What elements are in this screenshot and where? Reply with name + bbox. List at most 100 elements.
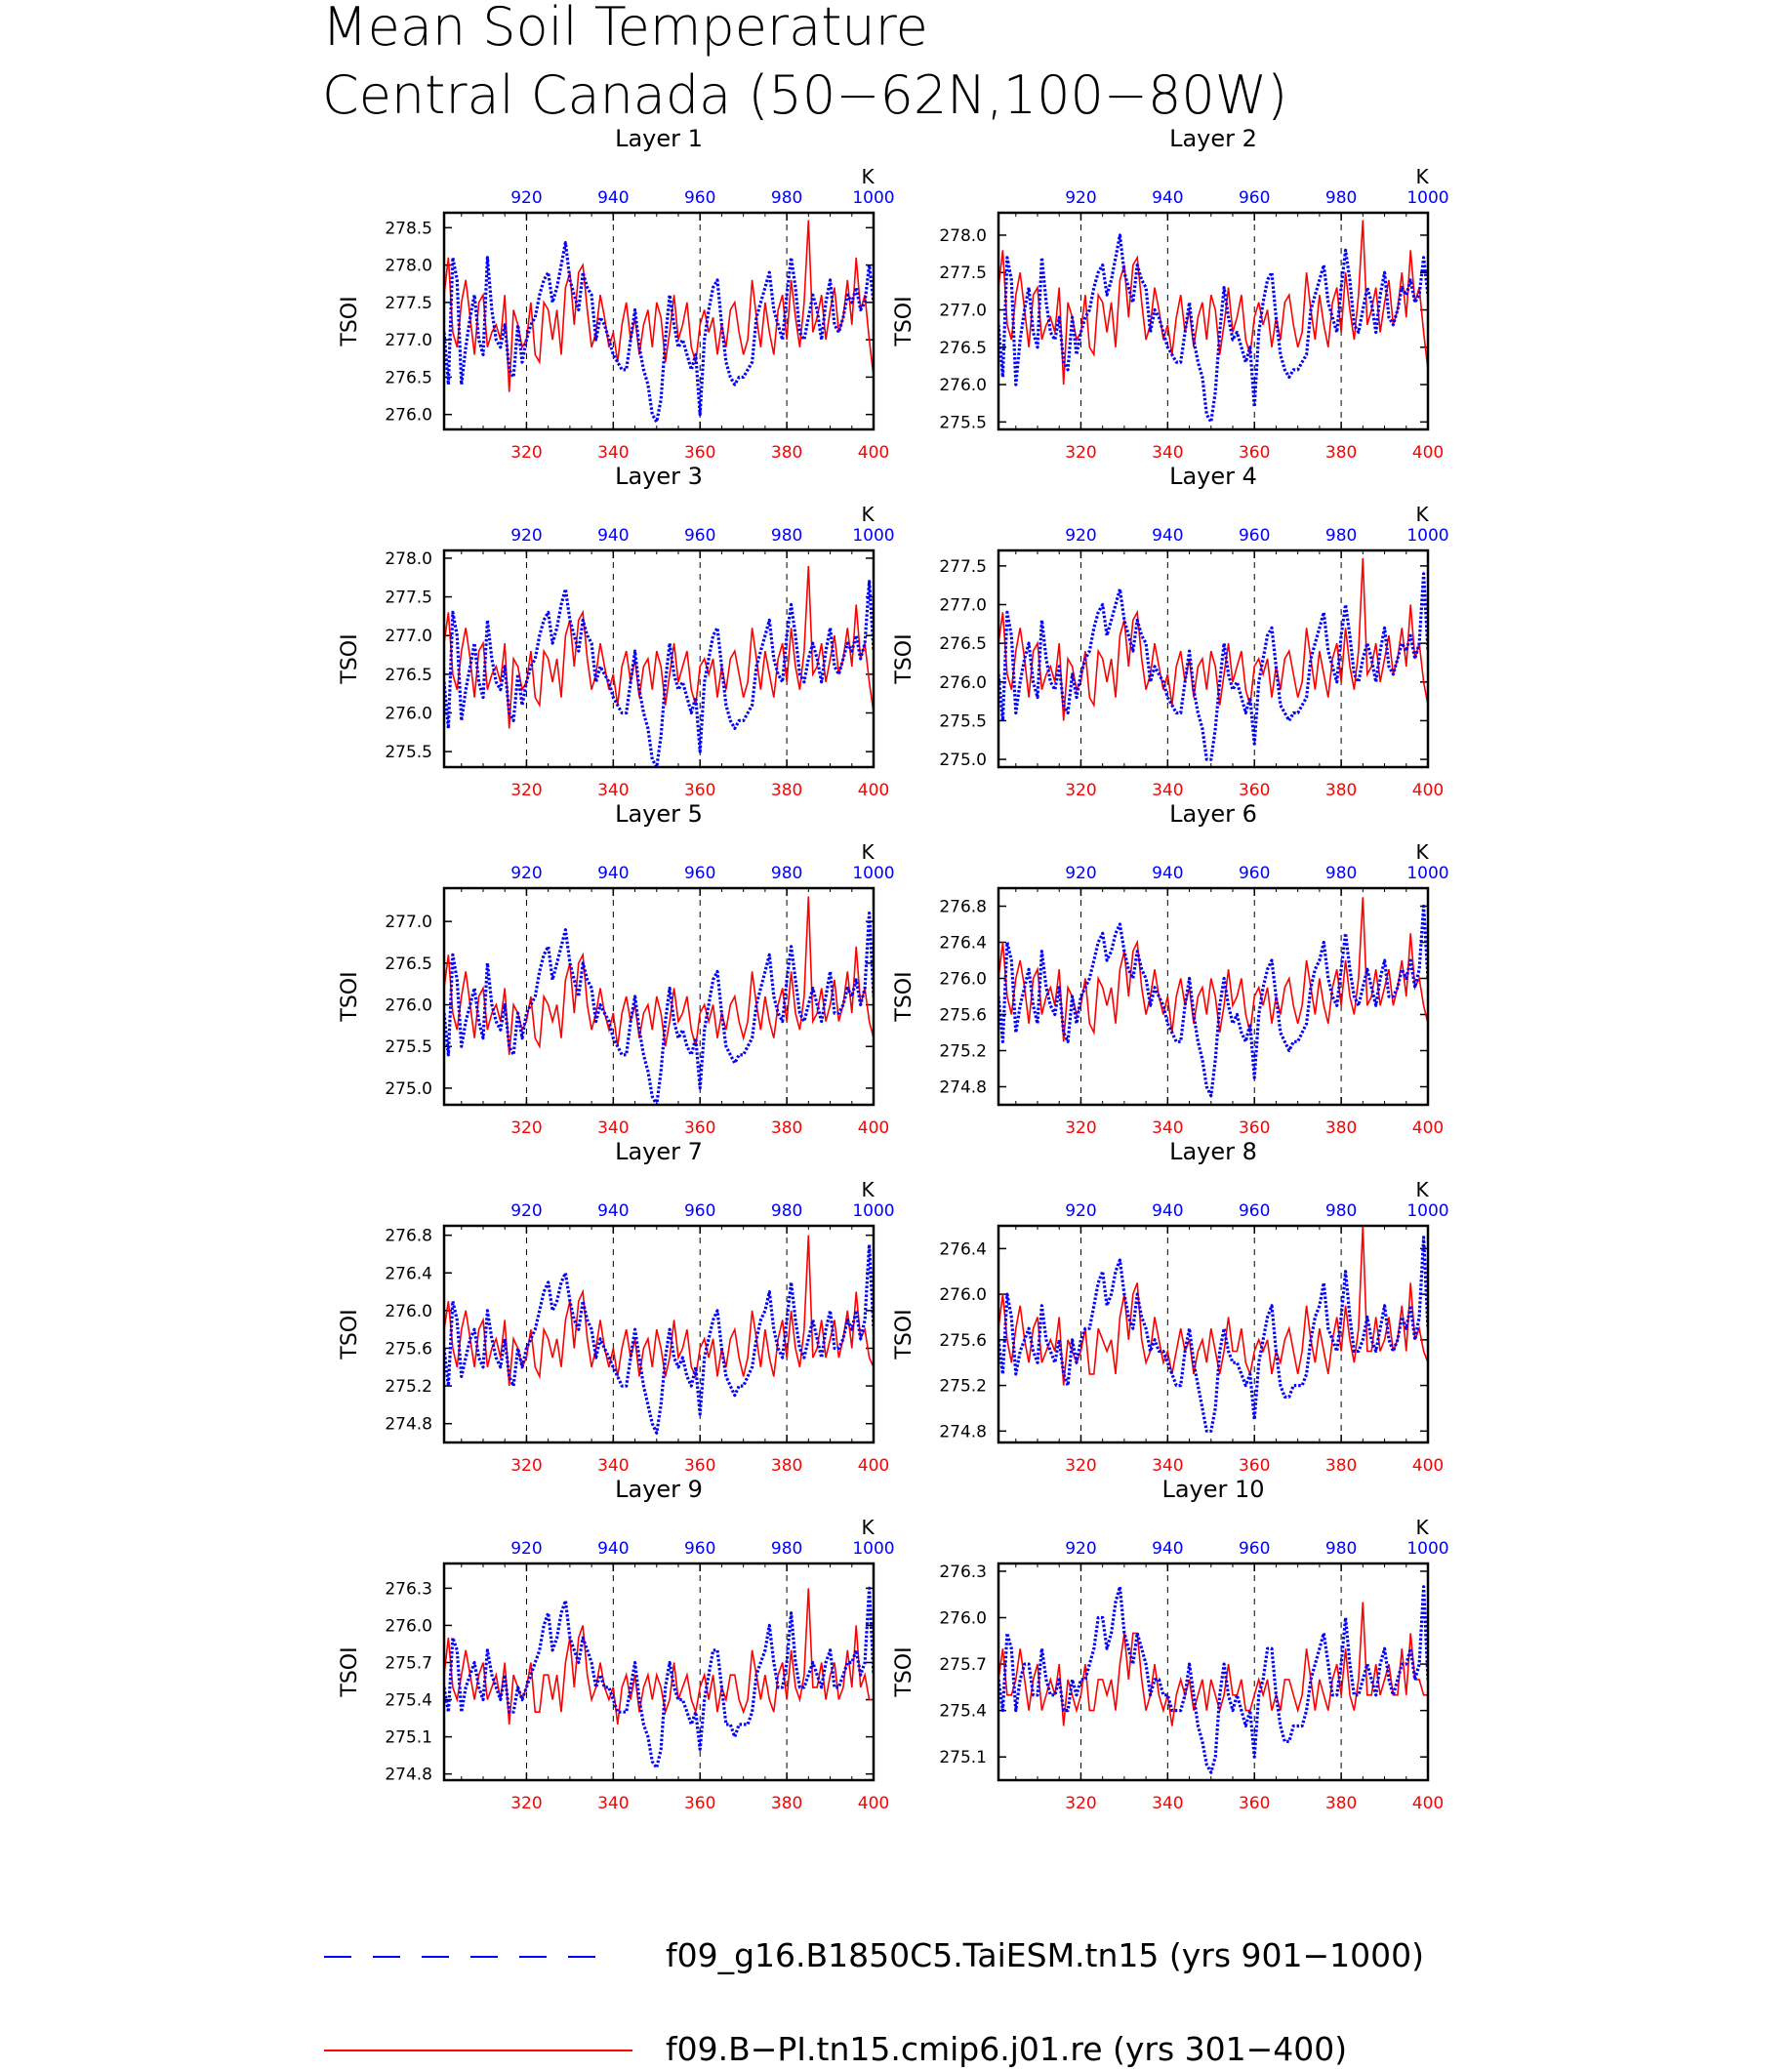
y-tick-label: 276.5	[385, 666, 432, 685]
y-tick-label: 275.6	[939, 1006, 987, 1026]
plot-frame	[997, 1224, 1430, 1444]
y-tick-label: 276.5	[939, 339, 987, 358]
y-tick-label: 276.5	[385, 368, 432, 387]
series-line-taiesm	[998, 233, 1428, 424]
bottom-tick-label: 360	[684, 443, 715, 463]
y-tick-label: 276.5	[385, 954, 432, 974]
chart-panel-layer-2: Layer 2 K 920 940 960 980 1000 320 340 360 380 400 2…	[892, 125, 1449, 463]
bottom-tick-label: 340	[597, 443, 629, 463]
top-tick-label: 940	[1152, 1201, 1183, 1221]
bottom-tick-label: 380	[1325, 443, 1357, 463]
series-line-cmip6	[444, 565, 874, 729]
bottom-tick-label: 400	[1412, 781, 1444, 800]
y-tick-label: 277.5	[939, 264, 987, 283]
bottom-tick-label: 320	[510, 1456, 542, 1476]
chart-panel-layer-1: Layer 1 K 920 940 960 980 1000 320 340 360 380 400 2…	[338, 125, 895, 463]
y-axis-label: TSOI	[338, 633, 362, 684]
y-tick-label: 275.4	[939, 1702, 987, 1722]
y-tick-label: 275.1	[385, 1728, 432, 1748]
series-line-cmip6	[444, 896, 874, 1055]
y-tick-label: 277.0	[939, 596, 987, 616]
y-tick-label: 277.5	[939, 557, 987, 577]
top-tick-label: 940	[1152, 864, 1183, 883]
bottom-tick-label: 340	[1152, 781, 1183, 800]
y-tick-label: 275.2	[385, 1377, 432, 1397]
y-tick-label: 274.8	[939, 1078, 987, 1098]
bottom-tick-label: 320	[510, 443, 542, 463]
bottom-tick-label: 340	[597, 1118, 629, 1138]
bottom-tick-label: 340	[1152, 1794, 1183, 1813]
top-tick-label: 980	[1325, 864, 1357, 883]
y-tick-label: 276.8	[939, 898, 987, 917]
bottom-tick-label: 400	[858, 1118, 889, 1138]
y-axis-label: TSOI	[338, 971, 362, 1022]
bottom-tick-label: 360	[1239, 1118, 1270, 1138]
panel-title: Layer 5	[615, 800, 703, 828]
bottom-tick-label: 320	[1065, 1794, 1096, 1813]
y-tick-label: 275.5	[385, 743, 432, 762]
bottom-tick-label: 400	[1412, 1118, 1444, 1138]
series-layer	[998, 220, 1428, 424]
bottom-tick-label: 380	[1325, 1456, 1357, 1476]
top-tick-label: 920	[510, 1539, 542, 1559]
top-tick-label: 1000	[852, 526, 894, 546]
y-tick-label: 277.0	[385, 627, 432, 646]
top-tick-label: 920	[1065, 188, 1096, 208]
series-line-cmip6	[998, 220, 1428, 386]
top-tick-label: 1000	[1406, 526, 1448, 546]
y-tick-label: 278.0	[385, 257, 432, 276]
bottom-tick-label: 400	[858, 443, 889, 463]
top-tick-label: 940	[597, 526, 629, 546]
bottom-tick-label: 380	[1325, 781, 1357, 800]
bottom-tick-label: 360	[1239, 1794, 1270, 1813]
top-tick-label: 1000	[1406, 188, 1448, 208]
chart-panel-layer-5: Layer 5 K 920 940 960 980 1000 320 340 360 380 400 2…	[338, 800, 895, 1138]
page-title-line-1: Mean Soil Temperature	[322, 0, 928, 58]
top-tick-label: 980	[771, 1201, 802, 1221]
series-line-taiesm	[998, 572, 1428, 761]
plot-frame	[997, 211, 1430, 431]
series-layer	[998, 1226, 1428, 1433]
y-tick-label: 277.0	[385, 913, 432, 932]
y-tick-label: 278.0	[939, 226, 987, 246]
top-axis-unit-label: K	[1415, 840, 1429, 864]
top-tick-label: 940	[1152, 526, 1183, 546]
top-axis-unit-label: K	[861, 165, 875, 188]
y-tick-label: 276.3	[939, 1563, 987, 1582]
bottom-tick-label: 320	[1065, 1118, 1096, 1138]
top-axis-unit-label: K	[861, 840, 875, 864]
panel-grid: Layer 1 K 920 940 960 980 1000 320 340 360 380 400 2…	[338, 125, 1449, 1813]
bottom-tick-label: 340	[1152, 443, 1183, 463]
bottom-tick-label: 400	[1412, 1456, 1444, 1476]
bottom-tick-label: 340	[1152, 1118, 1183, 1138]
plot-frame	[442, 1224, 876, 1444]
y-axis-label: TSOI	[892, 1309, 916, 1360]
bottom-tick-label: 360	[684, 1118, 715, 1138]
top-axis-unit-label: K	[861, 1178, 875, 1201]
y-tick-label: 276.5	[939, 634, 987, 654]
series-line-taiesm	[444, 912, 874, 1105]
y-axis-label: TSOI	[892, 633, 916, 684]
top-tick-label: 940	[597, 1201, 629, 1221]
y-axis-label: TSOI	[338, 296, 362, 346]
y-tick-label: 277.0	[939, 302, 987, 321]
series-line-taiesm	[998, 1585, 1428, 1774]
plot-frame	[997, 886, 1430, 1107]
y-tick-label: 276.0	[939, 970, 987, 990]
top-tick-label: 1000	[852, 1201, 894, 1221]
legend: f09_g16.B1850C5.TaiESM.tn15 (yrs 901−100…	[324, 1936, 1424, 2068]
bottom-tick-label: 360	[1239, 443, 1270, 463]
top-tick-label: 980	[1325, 188, 1357, 208]
series-layer	[444, 1235, 874, 1435]
series-layer	[444, 565, 874, 767]
y-tick-label: 274.8	[385, 1415, 432, 1435]
y-tick-label: 275.7	[939, 1655, 987, 1675]
top-tick-label: 1000	[1406, 1201, 1448, 1221]
y-tick-label: 275.4	[385, 1691, 432, 1711]
y-tick-label: 275.0	[385, 1079, 432, 1099]
top-tick-label: 960	[1239, 526, 1270, 546]
series-line-cmip6	[998, 1226, 1428, 1386]
bottom-tick-label: 360	[684, 1794, 715, 1813]
top-tick-label: 940	[597, 1539, 629, 1559]
